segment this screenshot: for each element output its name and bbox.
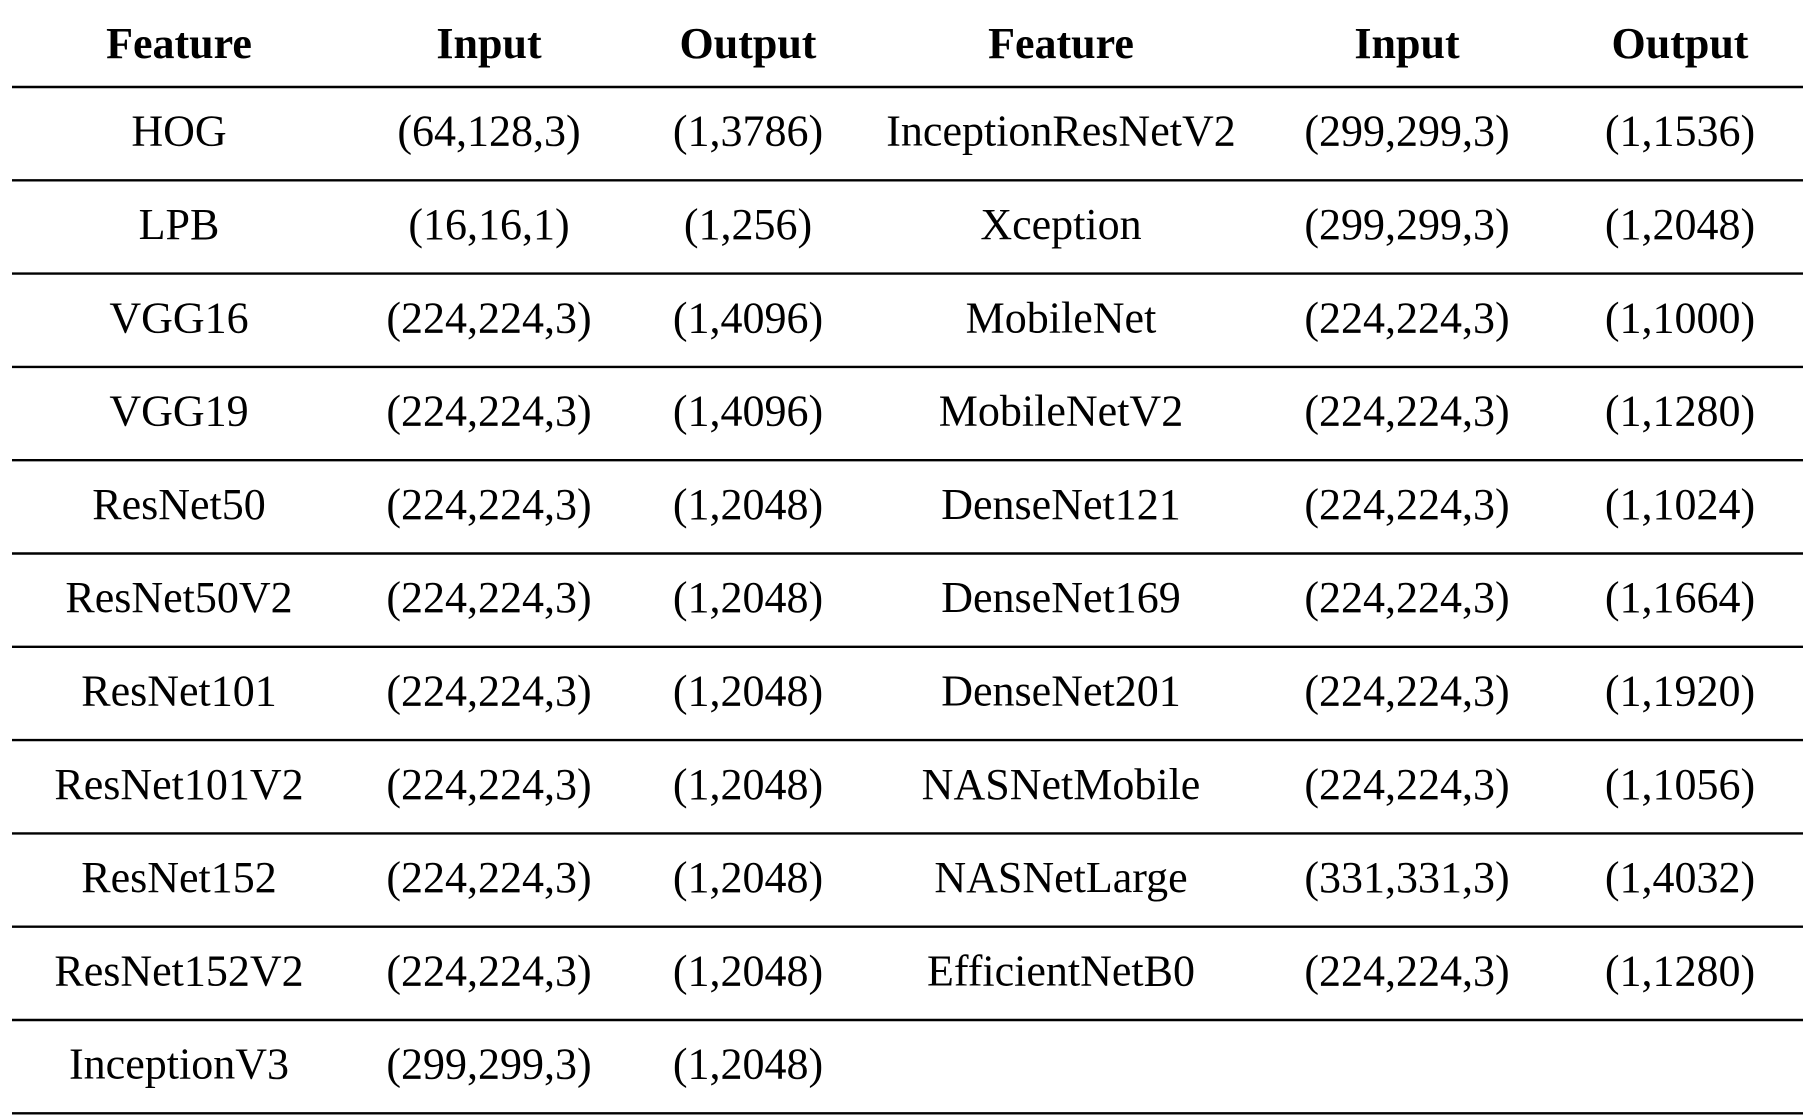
table-cell: (224,224,3) bbox=[1304, 573, 1509, 622]
table-cell: (224,224,3) bbox=[1304, 387, 1509, 436]
table-cell: (64,128,3) bbox=[397, 107, 580, 156]
table-cell: ResNet152V2 bbox=[54, 946, 303, 995]
table-cell: (224,224,3) bbox=[386, 946, 591, 995]
table-cell: (1,2048) bbox=[673, 760, 823, 809]
table-cell: LPB bbox=[139, 200, 220, 249]
table-cell: (1,1920) bbox=[1605, 667, 1755, 716]
table-cell: (224,224,3) bbox=[386, 853, 591, 902]
table-cell: (16,16,1) bbox=[408, 200, 569, 249]
table-cell: ResNet50V2 bbox=[65, 573, 292, 622]
table-cell: (1,1056) bbox=[1605, 760, 1755, 809]
table-cell: HOG bbox=[131, 107, 226, 156]
table-cell: (1,2048) bbox=[673, 1040, 823, 1089]
header-cell: Output bbox=[680, 19, 817, 68]
table-cell: (1,1000) bbox=[1605, 293, 1755, 342]
table-cell: (331,331,3) bbox=[1304, 853, 1509, 902]
table-cell: (299,299,3) bbox=[386, 1040, 591, 1089]
table-cell: (224,224,3) bbox=[1304, 293, 1509, 342]
header-cell: Output bbox=[1612, 19, 1749, 68]
table-cell: ResNet101V2 bbox=[54, 760, 303, 809]
header-cell: Feature bbox=[106, 19, 252, 68]
table-cell: DenseNet121 bbox=[941, 480, 1181, 529]
table-cell: (1,2048) bbox=[673, 946, 823, 995]
table-cell: VGG16 bbox=[109, 293, 248, 342]
table-cell: (1,2048) bbox=[673, 667, 823, 716]
table-cell: (224,224,3) bbox=[1304, 760, 1509, 809]
table-cell: (1,1536) bbox=[1605, 107, 1755, 156]
table-cell: (299,299,3) bbox=[1304, 107, 1509, 156]
table-cell: (1,2048) bbox=[1605, 200, 1755, 249]
table-cell: (1,3786) bbox=[673, 107, 823, 156]
table-cell: (1,4096) bbox=[673, 293, 823, 342]
table-cell: (1,256) bbox=[684, 200, 812, 249]
table-cell: (1,1024) bbox=[1605, 480, 1755, 529]
table-cell: (1,2048) bbox=[673, 573, 823, 622]
table-cell: DenseNet201 bbox=[941, 667, 1181, 716]
table-cell: (299,299,3) bbox=[1304, 200, 1509, 249]
table-cell: ResNet152 bbox=[81, 853, 277, 902]
header-cell: Feature bbox=[988, 19, 1134, 68]
table-cell: InceptionResNetV2 bbox=[886, 107, 1235, 156]
table-cell: (1,4032) bbox=[1605, 853, 1755, 902]
table-cell: (1,1280) bbox=[1605, 946, 1755, 995]
table-cell: MobileNet bbox=[966, 293, 1157, 342]
header-cell: Input bbox=[436, 19, 542, 68]
table-cell: EfficientNetB0 bbox=[927, 946, 1195, 995]
table-cell: (224,224,3) bbox=[386, 293, 591, 342]
table-cell: NASNetMobile bbox=[922, 760, 1201, 809]
table-cell: (224,224,3) bbox=[386, 480, 591, 529]
table-cell: (1,2048) bbox=[673, 480, 823, 529]
table-cell: (224,224,3) bbox=[386, 573, 591, 622]
table-cell: ResNet101 bbox=[81, 667, 277, 716]
table-cell: (224,224,3) bbox=[1304, 667, 1509, 716]
table-cell: MobileNetV2 bbox=[939, 387, 1183, 436]
table-cell: (1,2048) bbox=[673, 853, 823, 902]
table-cell: ResNet50 bbox=[92, 480, 266, 529]
table-cell: (1,4096) bbox=[673, 387, 823, 436]
table-cell: Xception bbox=[980, 200, 1141, 249]
table-cell: (224,224,3) bbox=[386, 760, 591, 809]
table-cell: VGG19 bbox=[109, 387, 248, 436]
header-cell: Input bbox=[1354, 19, 1460, 68]
table-cell: (1,1664) bbox=[1605, 573, 1755, 622]
table-cell: (224,224,3) bbox=[1304, 480, 1509, 529]
table-cell: (224,224,3) bbox=[386, 667, 591, 716]
table-cell: (224,224,3) bbox=[1304, 946, 1509, 995]
table-cell: InceptionV3 bbox=[69, 1040, 289, 1089]
table-cell: DenseNet169 bbox=[941, 573, 1181, 622]
table-cell: NASNetLarge bbox=[934, 853, 1187, 902]
table-cell: (224,224,3) bbox=[386, 387, 591, 436]
table-cell: (1,1280) bbox=[1605, 387, 1755, 436]
